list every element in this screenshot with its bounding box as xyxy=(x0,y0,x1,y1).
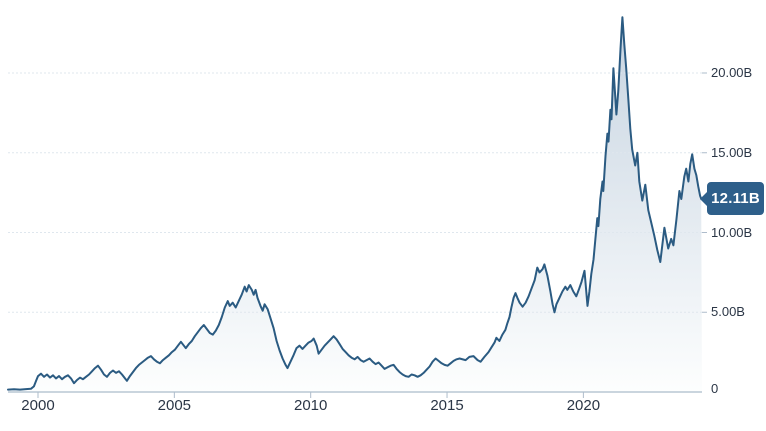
last-price-badge: 12.11B xyxy=(700,182,764,216)
badge-value: 12.11B xyxy=(711,190,760,208)
price-line xyxy=(7,16,703,391)
axis-ticks xyxy=(37,72,707,398)
badge-arrow-icon xyxy=(700,191,707,206)
